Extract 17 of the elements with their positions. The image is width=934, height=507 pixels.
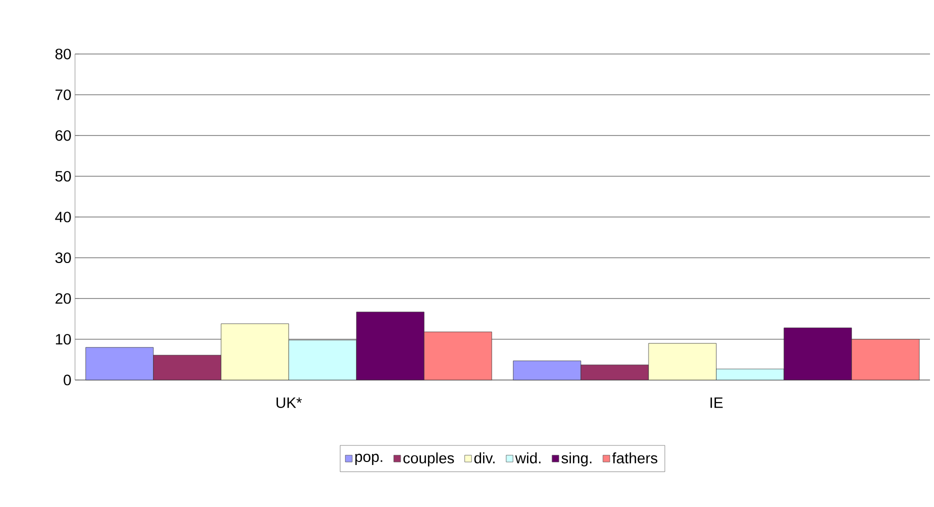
x-tick-label: IE: [710, 398, 723, 408]
y-tick-label: 80: [55, 48, 71, 60]
y-tick-label: 60: [56, 130, 71, 141]
y-tick-label: 0: [64, 374, 71, 386]
y-tick-label: 40: [55, 212, 71, 222]
legend-label: pop.: [355, 454, 382, 465]
y-tick-label: 30: [55, 252, 71, 264]
y-tick-label: 10: [56, 334, 71, 345]
x-tick-label: UK*: [276, 398, 302, 408]
legend-label: div.: [474, 452, 495, 464]
y-tick-label: 20: [56, 293, 71, 304]
legend-label: sing.: [562, 452, 592, 466]
legend-label: couples: [403, 452, 454, 466]
legend-label: fathers: [612, 452, 658, 464]
legend-label: wid.: [515, 452, 540, 464]
y-tick-label: 50: [55, 170, 71, 182]
y-tick-label: 70: [56, 89, 71, 100]
